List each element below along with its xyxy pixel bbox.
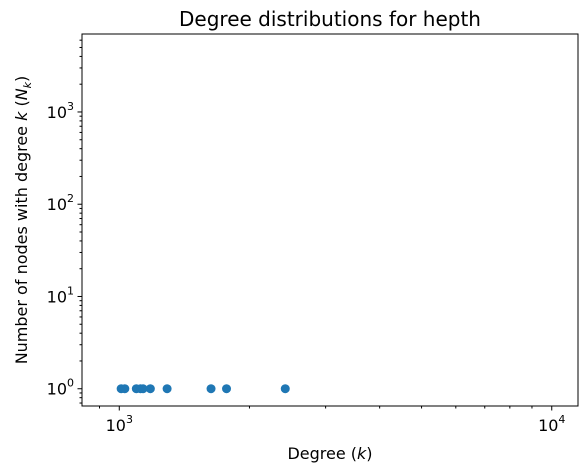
axes-frame <box>81 33 579 407</box>
y-tick-label: 102 <box>47 192 74 214</box>
x-axis-label-text: Degree ( <box>287 444 357 463</box>
data-point <box>138 384 148 394</box>
y-axis-label-close: ) <box>12 76 31 82</box>
y-tick-label: 101 <box>47 284 74 306</box>
chart-title: Degree distributions for hepth <box>179 7 481 31</box>
data-point <box>145 384 155 394</box>
x-axis-label: Degree (k) <box>287 444 372 463</box>
data-point <box>280 384 290 394</box>
y-axis-ticks: 100 101 102 103 <box>47 100 82 399</box>
x-axis-label-var: k <box>357 444 367 463</box>
y-axis-label-text: Number of nodes with degree <box>12 121 31 364</box>
y-axis-label-var: k <box>12 111 31 121</box>
y-axis-label-n: N <box>12 88 31 100</box>
data-point <box>162 384 172 394</box>
x-axis-label-close: ) <box>366 444 372 463</box>
x-axis-ticks: 103 104 <box>106 406 565 435</box>
plot-area: 103 104 100 101 102 103 <box>47 33 579 435</box>
data-point <box>120 384 130 394</box>
data-point <box>206 384 216 394</box>
x-tick-label: 104 <box>538 413 565 435</box>
y-axis-label: Number of nodes with degree k (Nk) <box>12 76 34 365</box>
y-axis-label-open: ( <box>12 100 31 111</box>
y-tick-label: 100 <box>47 377 74 399</box>
data-point <box>222 384 232 394</box>
x-tick-label: 103 <box>106 413 133 435</box>
data-points <box>116 384 290 394</box>
y-tick-label: 103 <box>47 100 74 122</box>
y-axis-label-sub: k <box>21 81 34 88</box>
minor-ticks <box>79 39 533 409</box>
